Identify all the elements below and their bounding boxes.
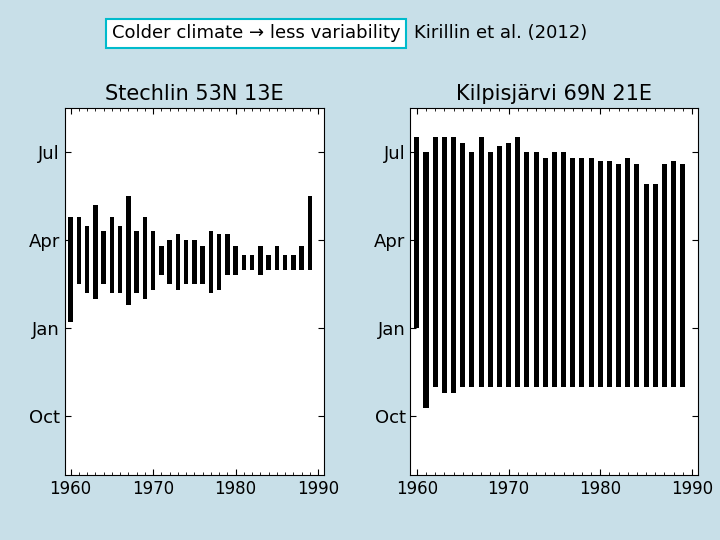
Bar	[570, 158, 575, 387]
Bar	[242, 255, 246, 269]
Bar	[644, 184, 649, 387]
Bar	[616, 164, 621, 387]
Bar	[225, 234, 230, 275]
Bar	[93, 205, 98, 299]
Bar	[588, 158, 593, 387]
Bar	[307, 196, 312, 269]
Bar	[250, 255, 254, 269]
Bar	[442, 137, 447, 393]
Bar	[497, 146, 502, 387]
Bar	[192, 240, 197, 284]
Bar	[102, 231, 106, 284]
Bar	[516, 137, 521, 387]
Bar	[151, 231, 156, 290]
Bar	[561, 152, 566, 387]
Bar	[200, 246, 205, 284]
Bar	[217, 234, 222, 290]
Bar	[109, 217, 114, 293]
Bar	[469, 152, 474, 387]
Bar	[266, 255, 271, 269]
Bar	[552, 152, 557, 387]
Bar	[543, 158, 548, 387]
Text: Kirillin et al. (2012): Kirillin et al. (2012)	[414, 24, 588, 42]
Bar	[634, 164, 639, 387]
Bar	[607, 161, 612, 387]
Bar	[487, 152, 492, 387]
Bar	[176, 234, 180, 290]
Bar	[209, 231, 213, 293]
Bar	[479, 137, 484, 387]
Text: Colder climate → less variability: Colder climate → less variability	[112, 24, 400, 42]
Bar	[76, 217, 81, 284]
Bar	[300, 246, 304, 269]
Bar	[451, 137, 456, 393]
Bar	[291, 255, 296, 269]
Bar	[126, 196, 130, 305]
Bar	[580, 158, 585, 387]
Title: Stechlin 53N 13E: Stechlin 53N 13E	[105, 84, 284, 104]
Bar	[524, 152, 529, 387]
Bar	[159, 246, 163, 275]
Bar	[625, 158, 630, 387]
Bar	[506, 143, 511, 387]
Bar	[184, 240, 189, 284]
Title: Kilpisjärvi 69N 21E: Kilpisjärvi 69N 21E	[456, 84, 652, 104]
Bar	[135, 231, 139, 293]
Bar	[671, 161, 676, 387]
Bar	[598, 161, 603, 387]
Bar	[423, 152, 428, 408]
Bar	[283, 255, 287, 269]
Bar	[534, 152, 539, 387]
Bar	[258, 246, 263, 275]
Bar	[653, 184, 658, 387]
Bar	[274, 246, 279, 269]
Bar	[68, 217, 73, 322]
Bar	[85, 226, 89, 293]
Bar	[662, 164, 667, 387]
Bar	[167, 240, 172, 284]
Bar	[143, 217, 147, 299]
Bar	[414, 137, 419, 328]
Bar	[680, 164, 685, 387]
Bar	[460, 143, 465, 387]
Bar	[433, 137, 438, 387]
Bar	[118, 226, 122, 293]
Bar	[233, 246, 238, 275]
